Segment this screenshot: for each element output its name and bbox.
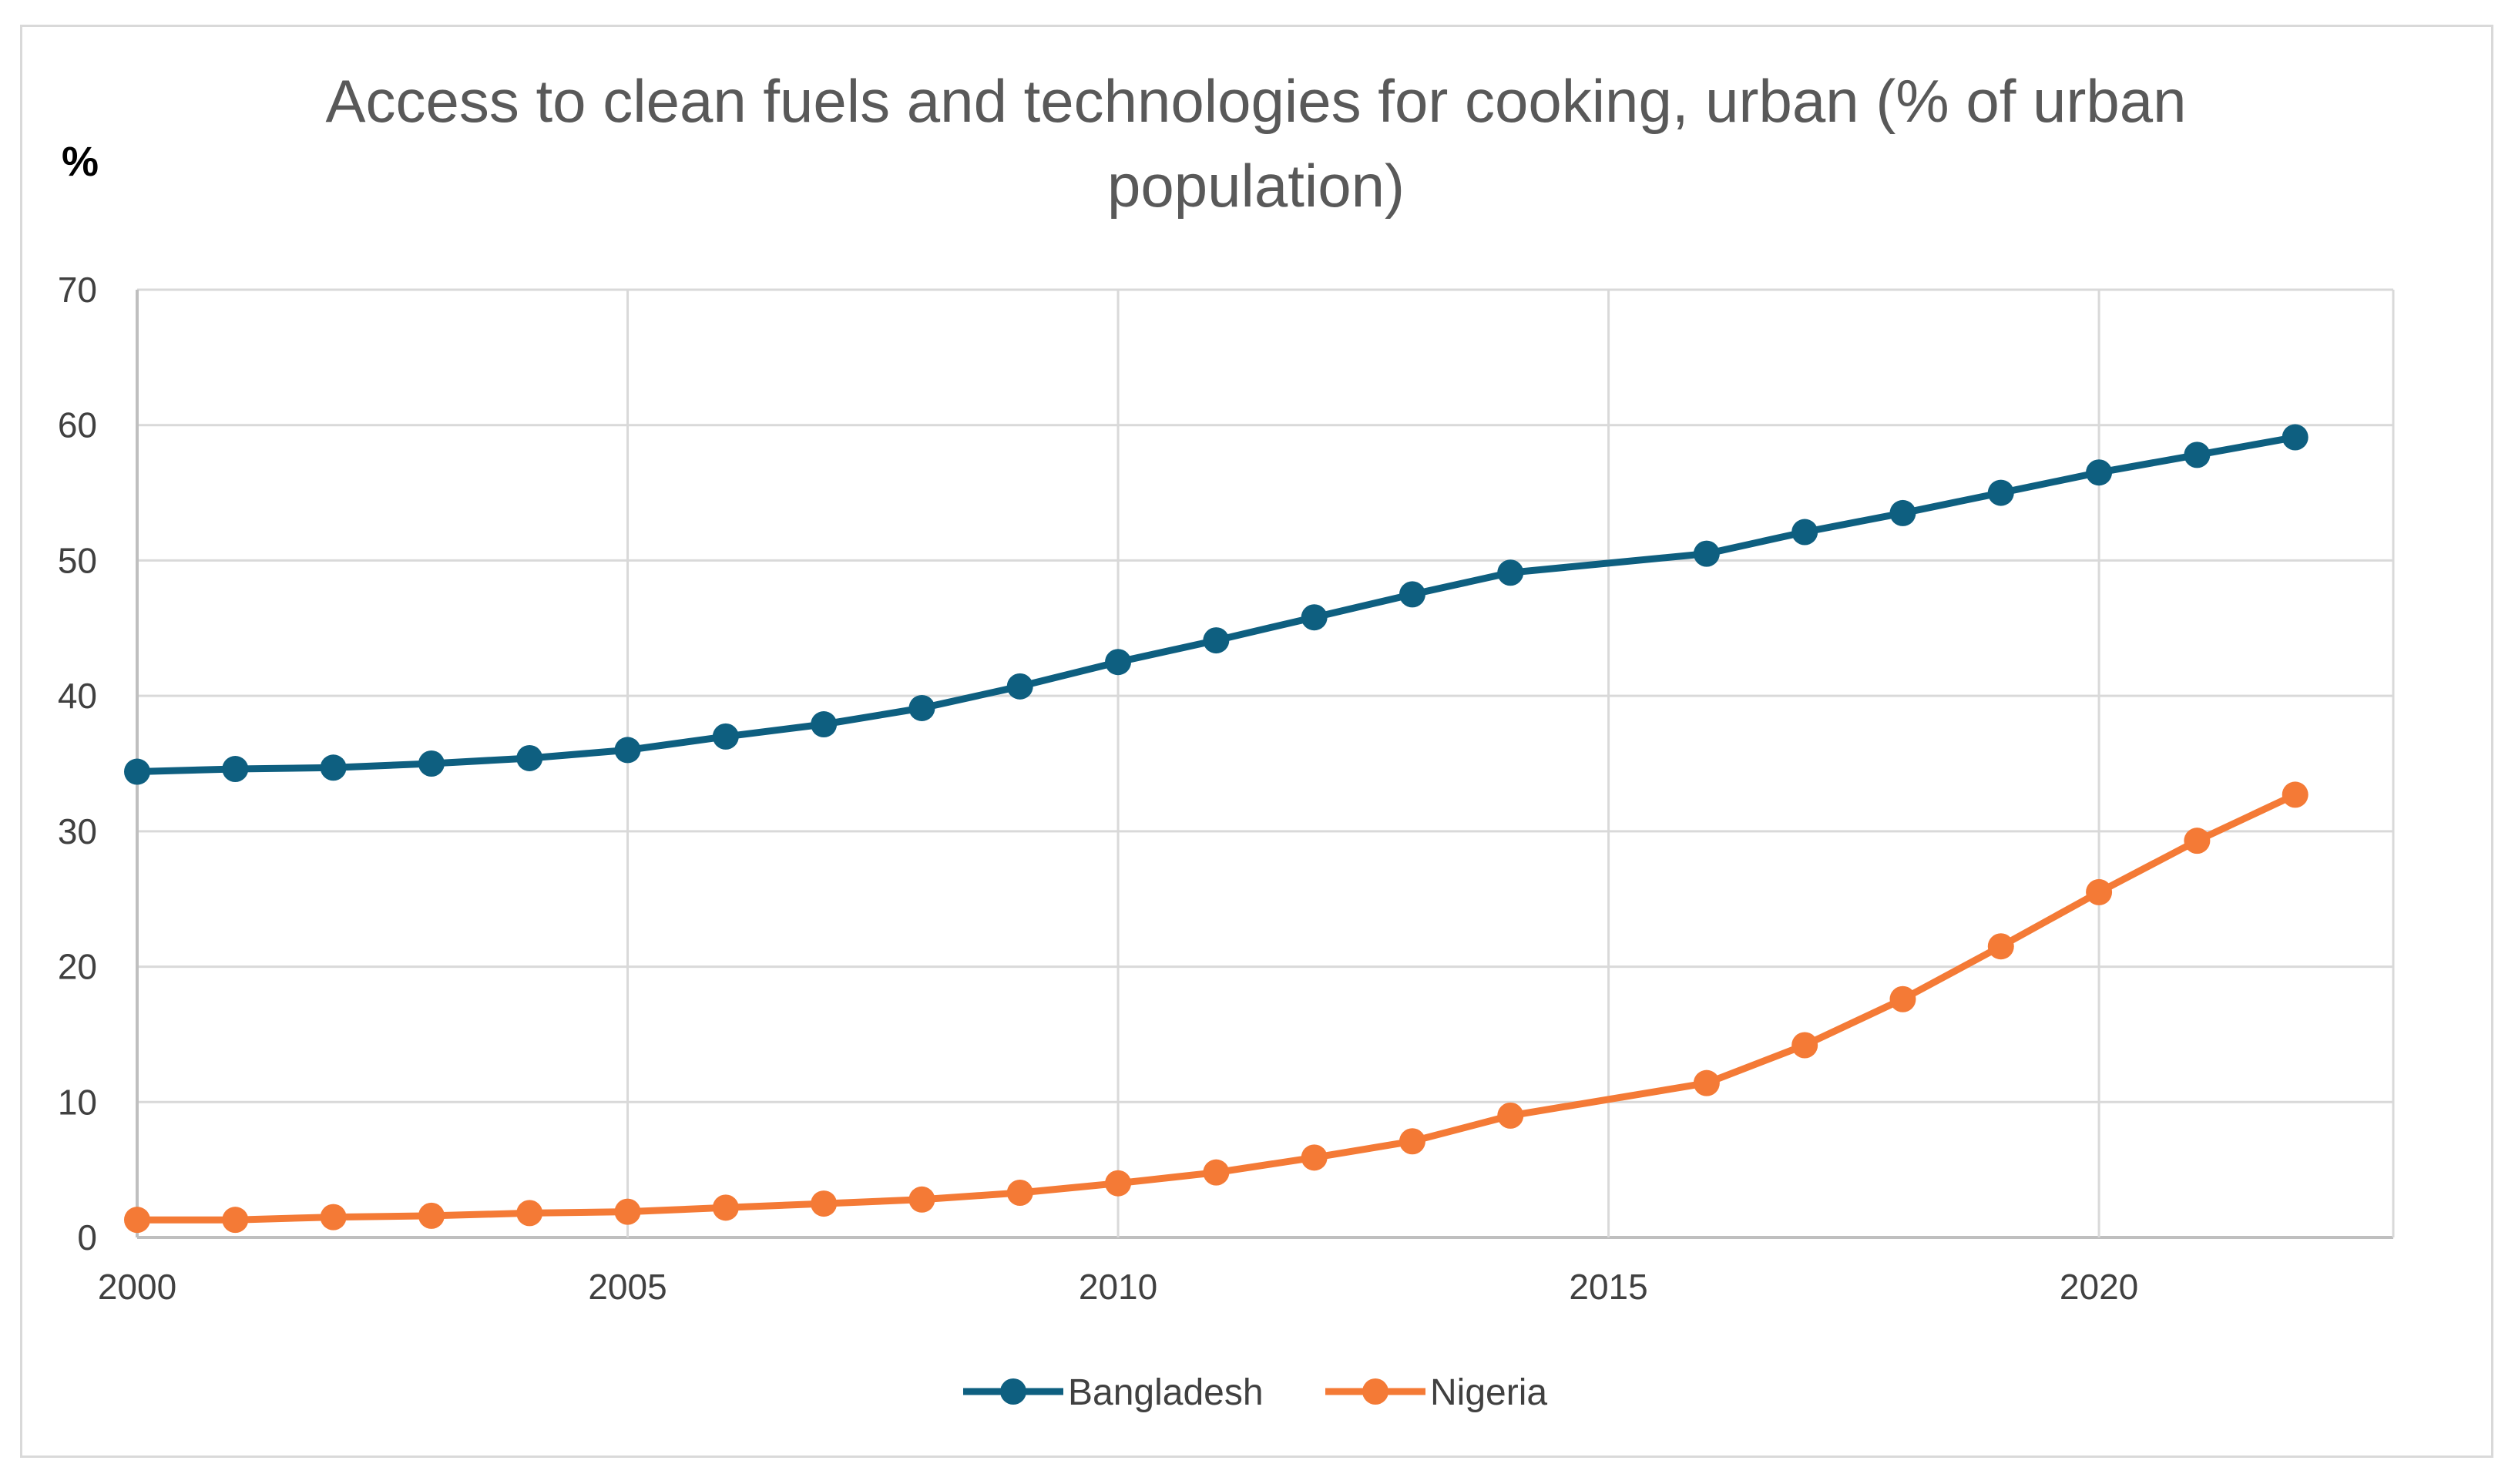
data-point-nigeria-2018 <box>1889 985 1916 1012</box>
data-point-bangladesh-2008 <box>908 694 935 721</box>
data-point-nigeria-2000 <box>124 1207 150 1234</box>
legend-marker-nigeria <box>1362 1378 1388 1405</box>
data-point-bangladesh-2010 <box>1105 649 1132 676</box>
x-tick-label-2015: 2015 <box>1569 1267 1647 1307</box>
legend-label-nigeria: Nigeria <box>1430 1372 1547 1413</box>
series-layer <box>124 424 2308 1234</box>
data-point-bangladesh-2012 <box>1301 604 1328 631</box>
data-point-bangladesh-2016 <box>1693 540 1720 567</box>
data-point-nigeria-2012 <box>1301 1144 1328 1171</box>
legend-label-bangladesh: Bangladesh <box>1068 1372 1264 1413</box>
data-point-bangladesh-2018 <box>1889 499 1916 526</box>
data-point-nigeria-2021 <box>2184 828 2211 854</box>
legend-item-nigeria: Nigeria <box>1325 1372 1547 1413</box>
data-point-nigeria-2013 <box>1399 1128 1425 1155</box>
data-point-nigeria-2014 <box>1497 1102 1524 1129</box>
data-point-bangladesh-2013 <box>1399 581 1425 608</box>
data-point-nigeria-2003 <box>418 1202 445 1229</box>
data-point-bangladesh-2000 <box>124 758 150 785</box>
data-point-nigeria-2001 <box>222 1207 249 1234</box>
y-axis-unit-label: % <box>62 139 99 185</box>
y-tick-label-40: 40 <box>58 676 97 716</box>
y-tick-label-30: 30 <box>58 811 97 851</box>
grid-layer <box>136 288 2395 1239</box>
data-point-bangladesh-2017 <box>1791 519 1818 546</box>
data-point-nigeria-2016 <box>1693 1069 1720 1096</box>
y-tick-label-10: 10 <box>58 1082 97 1122</box>
data-point-bangladesh-2021 <box>2184 442 2211 468</box>
data-point-bangladesh-2006 <box>712 723 739 750</box>
data-point-nigeria-2022 <box>2282 781 2308 808</box>
data-point-nigeria-2009 <box>1006 1180 1033 1207</box>
series-bangladesh <box>124 424 2308 785</box>
legend-item-bangladesh: Bangladesh <box>963 1372 1264 1413</box>
x-tick-label-2005: 2005 <box>588 1267 667 1307</box>
x-tick-label-2010: 2010 <box>1079 1267 1157 1307</box>
data-point-nigeria-2011 <box>1203 1159 1230 1186</box>
data-point-bangladesh-2011 <box>1203 627 1230 654</box>
data-point-nigeria-2010 <box>1105 1170 1132 1197</box>
data-point-bangladesh-2009 <box>1006 673 1033 700</box>
data-point-bangladesh-2005 <box>614 737 641 764</box>
x-tick-label-2020: 2020 <box>2060 1267 2138 1307</box>
y-tick-label-60: 60 <box>58 405 97 445</box>
data-point-nigeria-2004 <box>516 1200 543 1227</box>
data-point-nigeria-2002 <box>320 1204 347 1231</box>
data-point-bangladesh-2022 <box>2282 424 2308 451</box>
chart-title-line-2: population) <box>1107 152 1405 220</box>
data-point-bangladesh-2019 <box>1987 479 2014 506</box>
data-point-nigeria-2019 <box>1987 933 2014 960</box>
series-line-bangladesh <box>133 434 2299 775</box>
series-line-nigeria <box>133 791 2299 1224</box>
x-tick-label-2000: 2000 <box>98 1267 176 1307</box>
data-point-nigeria-2006 <box>712 1194 739 1221</box>
y-tick-label-0: 0 <box>77 1217 97 1257</box>
data-point-bangladesh-2007 <box>811 711 838 738</box>
legend-marker-bangladesh <box>1000 1378 1026 1405</box>
data-point-bangladesh-2020 <box>2086 459 2113 486</box>
data-point-nigeria-2007 <box>811 1190 838 1217</box>
data-point-bangladesh-2001 <box>222 756 249 783</box>
data-point-nigeria-2017 <box>1791 1032 1818 1059</box>
series-nigeria <box>124 781 2308 1234</box>
data-point-nigeria-2020 <box>2086 878 2113 905</box>
data-point-bangladesh-2014 <box>1497 559 1524 586</box>
y-tick-label-70: 70 <box>58 270 97 310</box>
chart-title-line-1: Access to clean fuels and technologies f… <box>325 67 2186 135</box>
data-point-bangladesh-2004 <box>516 744 543 771</box>
tick-layer: 0 10 20 30 40 50 60 70 2000 2005 2010 2015 2020 <box>58 270 2138 1307</box>
data-point-bangladesh-2003 <box>418 750 445 777</box>
y-tick-label-20: 20 <box>58 947 97 987</box>
data-point-nigeria-2008 <box>908 1186 935 1213</box>
data-point-bangladesh-2002 <box>320 754 347 781</box>
data-point-nigeria-2005 <box>614 1198 641 1225</box>
y-tick-label-50: 50 <box>58 540 97 580</box>
legend: Bangladesh Nigeria <box>963 1372 1547 1413</box>
